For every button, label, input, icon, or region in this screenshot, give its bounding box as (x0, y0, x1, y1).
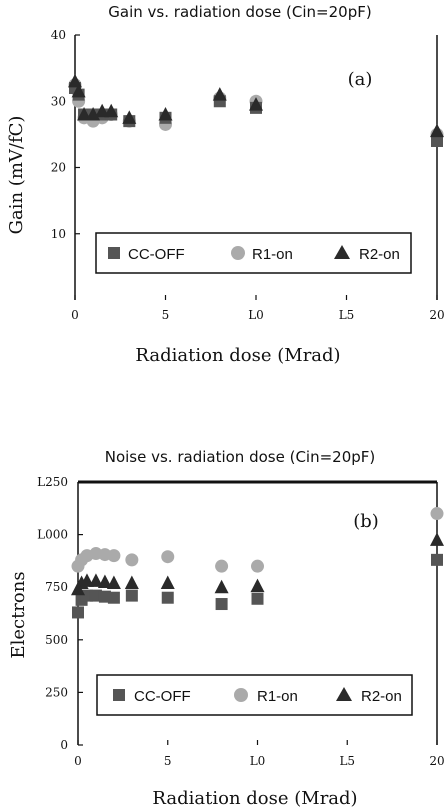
gain-chart-legend: CC-OFF R1-on R2-on (95, 232, 412, 274)
noise-legend-circle-marker (234, 688, 248, 702)
gain-chart-panel-label: (a) (348, 69, 373, 90)
noise-chart-points (71, 507, 444, 619)
noise-chart-title: Noise vs. radiation dose (Cin=20pF) (105, 448, 376, 466)
noise-cc-off-point (431, 553, 443, 566)
noise-r1-on-point (107, 549, 121, 563)
gain-legend-cc-off: CC-OFF (128, 246, 185, 263)
gain-legend-box (95, 232, 412, 274)
gain-chart-points (68, 73, 444, 147)
gain-r2-on-point (249, 97, 263, 111)
noise-r1-on-point (161, 550, 175, 564)
gain-legend-triangle-marker (334, 245, 350, 259)
gain-x-tick-label: 20 (429, 308, 444, 322)
noise-legend-square-marker (113, 689, 125, 701)
noise-chart-x-label: Radiation dose (Mrad) (152, 788, 357, 809)
noise-y-tick-label: 0 (60, 738, 68, 752)
gain-chart-title: Gain vs. radiation dose (Cin=20pF) (108, 3, 371, 21)
gain-legend-r1-on: R1-on (252, 246, 293, 263)
noise-r2-on-point (250, 578, 265, 593)
noise-r2-on-point (214, 579, 229, 594)
noise-r2-on-point (124, 575, 139, 589)
gain-legend-square-marker (108, 247, 120, 259)
noise-r2-on-point (79, 573, 94, 587)
noise-legend-r1-on: R1-on (257, 688, 298, 705)
gain-chart: Gain vs. radiation dose (Cin=20pF) 0 5 L0 L… (6, 3, 445, 366)
noise-legend-box (96, 674, 413, 716)
noise-y-tick-label: 500 (45, 633, 68, 647)
gain-r2-on-point (95, 103, 110, 118)
gain-chart-ticks: 0 5 L0 L5 20 10 20 30 40 (51, 28, 445, 322)
noise-legend-r2-on: R2-on (361, 688, 402, 705)
noise-r2-on-point (430, 532, 444, 546)
gain-r2-on-point (430, 123, 444, 138)
noise-r2-on-point (97, 574, 112, 588)
noise-cc-off-point (107, 591, 120, 604)
gain-chart-y-label: Gain (mV/fC) (6, 116, 27, 235)
noise-chart-y-label: Electrons (8, 571, 29, 658)
gain-legend-r2-on: R2-on (359, 246, 400, 263)
noise-x-tick-label: L5 (339, 754, 355, 768)
gain-legend-circle-marker (231, 246, 245, 260)
gain-r2-on-point (68, 73, 82, 88)
gain-x-tick-label: L5 (339, 308, 355, 322)
noise-x-tick-label: 0 (74, 754, 82, 768)
gain-r2-on-point (104, 103, 119, 118)
noise-r2-on-point (160, 575, 175, 589)
noise-r1-on-point (251, 559, 264, 573)
noise-r1-on-point (430, 507, 444, 521)
gain-chart-x-label: Radiation dose (Mrad) (135, 345, 340, 366)
noise-r1-on-point (215, 559, 229, 573)
noise-y-tick-label: L250 (37, 475, 68, 489)
noise-y-tick-label: L000 (37, 528, 68, 542)
noise-x-tick-label: 20 (429, 754, 444, 768)
noise-chart: Noise vs. radiation dose (Cin=20pF) 0 5 L0… (8, 448, 445, 809)
noise-x-tick-label: 5 (164, 754, 172, 768)
noise-chart-panel-label: (b) (353, 511, 379, 532)
noise-legend-triangle-marker (336, 687, 352, 701)
gain-y-tick-label: 10 (51, 227, 66, 241)
gain-r2-on-point (122, 110, 137, 124)
gain-x-tick-label: 0 (71, 308, 79, 322)
gain-y-tick-label: 40 (51, 28, 66, 42)
noise-x-tick-label: L0 (250, 754, 266, 768)
noise-cc-off-point (125, 589, 138, 602)
noise-cc-off-point (251, 592, 264, 605)
gain-r2-on-point (71, 83, 86, 98)
noise-y-tick-label: 250 (45, 685, 68, 699)
noise-chart-ticks: 0 5 L0 L5 20 0 250 500 750 L000 L250 (37, 475, 445, 768)
gain-y-tick-label: 30 (51, 94, 66, 108)
gain-y-tick-label: 20 (51, 161, 66, 175)
gain-cc-off-point (431, 135, 443, 147)
noise-legend-cc-off: CC-OFF (134, 688, 191, 705)
gain-x-tick-label: 5 (162, 308, 170, 322)
noise-chart-legend: CC-OFF R1-on R2-on (96, 674, 413, 716)
gain-r2-on-point (77, 107, 92, 121)
noise-cc-off-point (161, 591, 174, 604)
noise-cc-off-point (215, 598, 228, 611)
noise-cc-off-point (72, 606, 84, 619)
gain-r2-on-point (212, 87, 227, 101)
noise-r2-on-point (106, 575, 121, 589)
noise-y-tick-label: 750 (45, 580, 68, 594)
noise-r2-on-point (88, 573, 103, 587)
noise-r1-on-point (125, 553, 139, 567)
gain-x-tick-label: L0 (248, 308, 264, 322)
gain-r2-on-point (158, 107, 173, 121)
